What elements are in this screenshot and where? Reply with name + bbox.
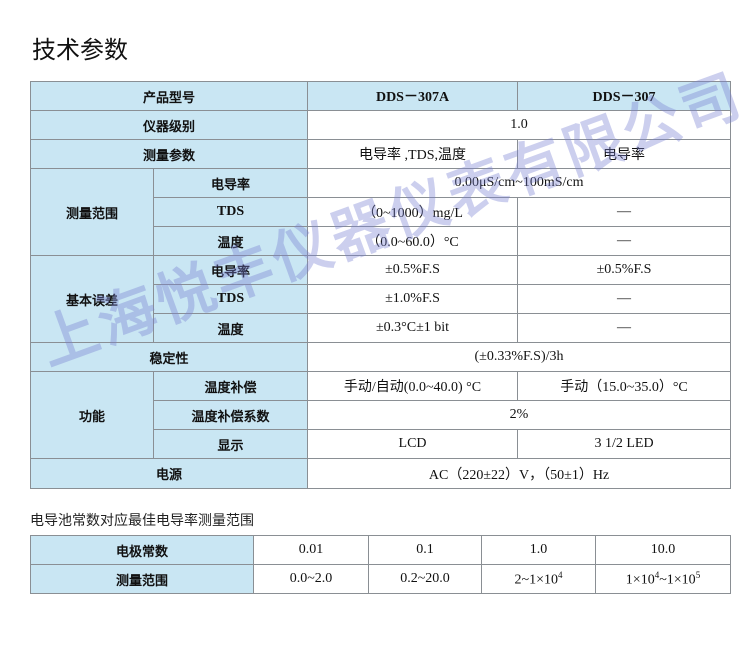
cell-value: 0.0~2.0 — [253, 564, 369, 594]
cell-value: 1×104~1×105 — [595, 564, 731, 594]
cell-value: 电导率 ,TDS,温度 — [307, 139, 519, 169]
spec-table: 产品型号 DDS－307A DDS－307 仪器级别 1.0 测量参数 电导率 … — [29, 81, 732, 489]
model-a: DDS－307A — [307, 81, 519, 111]
table-row: 测量参数 电导率 ,TDS,温度 电导率 — [29, 139, 732, 169]
cell-value: 3 1/2 LED — [517, 429, 732, 459]
cell-value: — — [517, 313, 732, 343]
table-row: TDS （0~1000）mg/L — — [31, 197, 732, 227]
table-row: 仪器级别 1.0 — [29, 110, 732, 140]
row-label: 稳定性 — [29, 342, 309, 372]
cell-value: 手动/自动(0.0~40.0) °C — [307, 371, 519, 401]
cell-value: (±0.33%F.S)/3h — [307, 342, 732, 372]
row-label: 测量参数 — [29, 139, 309, 169]
range-exponent: 4 — [654, 569, 660, 580]
cell-value: 0.2~20.0 — [368, 564, 482, 594]
group-label: 基本误差 — [30, 255, 154, 343]
table-row: 基本误差 电导率 ±0.5%F.S ±0.5%F.S — [30, 255, 732, 343]
row-label: TDS — [152, 197, 309, 227]
cell-value: LCD — [307, 429, 519, 459]
cell-value: ±0.5%F.S — [517, 255, 732, 285]
cell-value: 电导率 — [517, 139, 732, 169]
range-base: 2~1×10 — [514, 572, 558, 588]
table-row: 温度补偿系数 2% — [31, 400, 732, 430]
cell-value: （0~1000）mg/L — [307, 197, 519, 227]
page-title: 技术参数 — [32, 36, 128, 64]
table-row: 测量范围 0.0~2.0 0.2~20.0 2~1×104 1×104~1×10… — [30, 564, 731, 594]
cell-value: （0.0~60.0）°C — [307, 226, 519, 256]
cell-value: ±0.5%F.S — [307, 255, 519, 285]
cell-value: 2% — [307, 400, 732, 430]
table-row: 稳定性 (±0.33%F.S)/3h — [29, 342, 732, 372]
range-exponent: 5 — [695, 569, 701, 580]
group-label: 功能 — [30, 371, 154, 459]
cell-value: — — [517, 197, 732, 227]
row-label: 仪器级别 — [29, 110, 309, 140]
row-label: 测量范围 — [30, 564, 254, 594]
table-row: 测量范围 电导率 0.00μS/cm~100mS/cm — [30, 168, 732, 256]
cell-value: AC（220±22）V，（50±1）Hz — [307, 458, 732, 489]
cell-value: 10.0 — [595, 535, 731, 565]
cell-value: ±1.0%F.S — [307, 284, 519, 314]
cell-value: 手动（15.0~35.0）°C — [517, 371, 732, 401]
row-label: 显示 — [152, 429, 309, 459]
table-row: 功能 温度补偿 手动/自动(0.0~40.0) °C 手动（15.0~35.0）… — [30, 371, 732, 459]
table-row: 电源 AC（220±22）V，（50±1）Hz — [29, 458, 732, 489]
cell-value: 1.0 — [307, 110, 732, 140]
model-b: DDS－307 — [517, 81, 732, 111]
cell-value: 2~1×104 — [481, 564, 596, 594]
cell-value: 0.00μS/cm~100mS/cm — [307, 168, 732, 198]
table-row: TDS ±1.0%F.S — — [31, 284, 732, 314]
row-label: 产品型号 — [29, 81, 309, 111]
section-subtitle: 电导池常数对应最佳电导率测量范围 — [30, 513, 254, 529]
row-label: 电导率 — [152, 255, 309, 285]
row-label: 温度 — [152, 313, 309, 343]
row-label: TDS — [152, 284, 309, 314]
range-base: 1×10 — [625, 572, 655, 588]
cell-constant-table: 电极常数 0.01 0.1 1.0 10.0 测量范围 0.0~2.0 0.2~… — [30, 535, 731, 594]
range-base: ~1×10 — [659, 572, 696, 588]
table-row: 温度 ±0.3°C±1 bit — — [31, 313, 732, 343]
range-exponent: 4 — [557, 569, 563, 580]
row-label: 温度 — [152, 226, 309, 256]
table-row: 温度 （0.0~60.0）°C — — [31, 226, 732, 256]
cell-value: 0.01 — [253, 535, 369, 565]
row-label: 电导率 — [152, 168, 309, 198]
cell-value: 0.1 — [368, 535, 482, 565]
table-row: 产品型号 DDS－307A DDS－307 — [29, 81, 732, 111]
table-row: 电极常数 0.01 0.1 1.0 10.0 — [30, 535, 731, 565]
cell-value: 1.0 — [481, 535, 596, 565]
row-label: 电极常数 — [30, 535, 254, 565]
cell-value: — — [517, 284, 732, 314]
row-label: 温度补偿系数 — [152, 400, 309, 430]
row-label: 电源 — [29, 458, 309, 489]
cell-value: ±0.3°C±1 bit — [307, 313, 519, 343]
cell-value: — — [517, 226, 732, 256]
group-label: 测量范围 — [30, 168, 154, 256]
row-label: 温度补偿 — [152, 371, 309, 401]
